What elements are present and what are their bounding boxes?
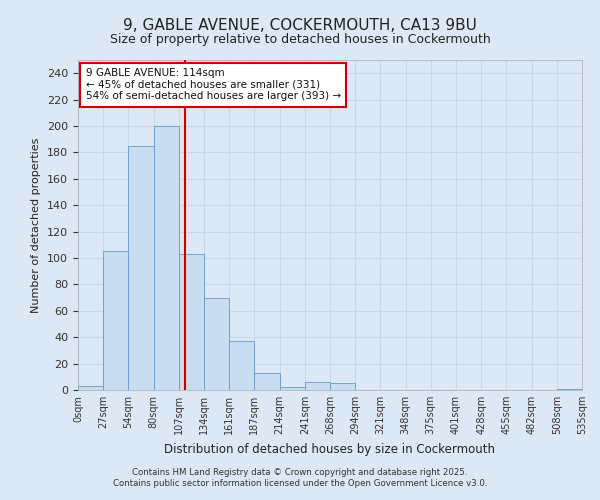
Text: 9 GABLE AVENUE: 114sqm
← 45% of detached houses are smaller (331)
54% of semi-de: 9 GABLE AVENUE: 114sqm ← 45% of detached… [86, 68, 341, 102]
Bar [557, 388, 582, 390]
Bar [229, 341, 254, 390]
Bar [179, 254, 204, 390]
Text: Contains HM Land Registry data © Crown copyright and database right 2025.
Contai: Contains HM Land Registry data © Crown c… [113, 468, 487, 487]
Bar [280, 388, 305, 390]
Y-axis label: Number of detached properties: Number of detached properties [31, 138, 41, 312]
Bar [305, 382, 330, 390]
Bar [128, 146, 154, 390]
Bar [330, 384, 355, 390]
Text: 9, GABLE AVENUE, COCKERMOUTH, CA13 9BU: 9, GABLE AVENUE, COCKERMOUTH, CA13 9BU [123, 18, 477, 32]
Bar [78, 386, 103, 390]
X-axis label: Distribution of detached houses by size in Cockermouth: Distribution of detached houses by size … [164, 442, 496, 456]
Bar [103, 252, 128, 390]
Bar [204, 298, 229, 390]
Bar [254, 373, 280, 390]
Bar [154, 126, 179, 390]
Text: Size of property relative to detached houses in Cockermouth: Size of property relative to detached ho… [110, 32, 490, 46]
